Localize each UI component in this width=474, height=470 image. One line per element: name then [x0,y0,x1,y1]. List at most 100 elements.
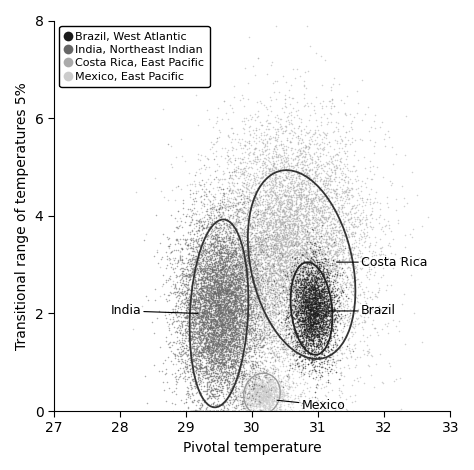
Point [285,308,293,316]
Point [302,249,310,257]
Point [272,226,280,234]
Point [300,314,307,322]
Point [297,126,305,134]
Point [245,376,252,384]
Point [276,198,283,206]
Point [242,315,249,323]
Point [303,239,311,246]
Point [252,381,259,388]
Point [226,351,234,358]
Point [234,385,241,392]
Point [202,339,210,346]
Point [242,253,249,260]
Point [338,240,346,247]
Point [208,407,216,415]
Point [279,218,287,226]
Point [226,337,234,345]
Point [302,204,310,211]
Point [286,207,293,215]
Point [316,296,324,304]
Point [311,169,319,176]
Point [283,295,291,303]
Point [223,341,230,349]
Point [205,291,212,299]
Point [255,125,263,133]
Point [204,330,212,337]
Point [285,189,292,197]
Point [219,325,227,333]
Point [302,352,310,360]
Point [283,271,291,279]
Point [215,367,222,374]
Point [209,293,217,300]
Point [203,329,211,337]
Point [336,272,344,279]
Point [240,209,248,217]
Point [273,298,281,306]
Point [294,319,302,326]
Point [288,274,295,281]
Point [231,261,238,269]
Point [251,381,258,388]
Point [351,322,359,330]
Point [276,205,283,212]
Point [328,299,336,307]
Point [296,172,304,179]
Point [311,320,319,327]
Point [226,337,234,345]
Point [270,149,277,157]
Point [311,314,319,322]
Point [240,171,247,178]
Point [290,302,298,309]
Point [236,299,244,307]
Point [253,305,261,313]
Point [311,157,319,165]
Point [276,386,284,394]
Point [210,285,217,292]
Point [281,225,288,232]
Point [219,227,226,235]
Point [367,211,375,218]
Point [282,258,289,266]
Point [214,278,221,286]
Point [309,194,316,202]
Point [371,194,379,202]
Point [285,214,293,221]
Point [325,307,333,314]
Point [287,180,295,188]
Point [315,288,322,295]
Point [302,220,310,228]
Point [334,290,342,298]
Point [279,229,287,236]
Point [298,271,306,279]
Point [341,141,348,148]
Point [293,213,301,220]
Point [346,207,354,215]
Point [301,226,308,233]
Point [218,265,225,273]
Point [262,103,270,110]
Point [277,390,285,398]
Point [273,332,280,339]
Point [177,340,184,348]
Point [275,238,283,245]
Point [208,323,216,331]
Point [258,390,266,398]
Point [296,296,303,304]
Point [307,321,314,328]
Point [232,310,239,317]
Point [217,363,225,371]
Point [194,309,201,317]
Point [296,196,303,203]
Point [238,377,246,384]
Point [209,298,216,306]
Point [308,358,316,366]
Point [318,314,325,322]
Point [255,363,262,370]
Point [311,227,319,234]
Point [301,328,308,335]
Point [245,344,253,351]
Point [308,281,316,289]
Point [326,321,333,328]
Point [228,324,235,332]
